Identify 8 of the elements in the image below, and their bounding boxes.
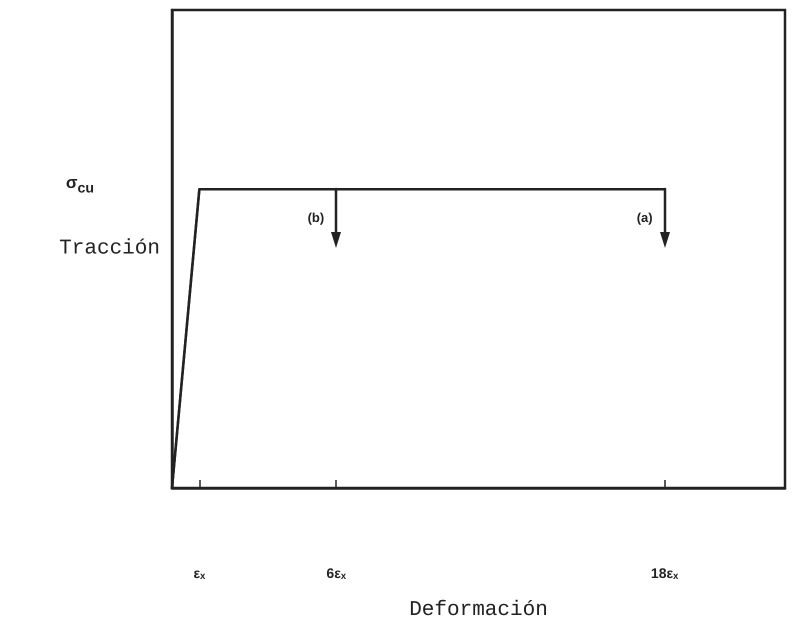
x-tick-label: 6εₓ [326, 565, 347, 581]
x-tick-label: εₓ [193, 565, 206, 581]
x-axis-title: Deformación [409, 599, 548, 621]
x-tick-label: 18εₓ [650, 565, 680, 581]
series-label: (b) [308, 210, 324, 226]
y-axis-title: Tracción [59, 238, 160, 260]
text: σ$_{cu}$ [66, 173, 94, 197]
series-label: (a) [636, 210, 653, 226]
